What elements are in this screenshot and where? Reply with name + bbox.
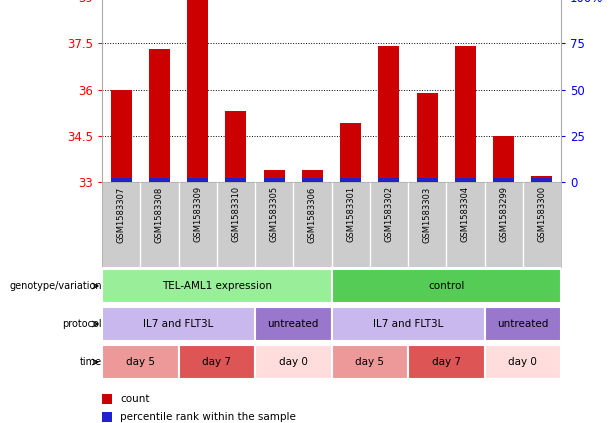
Text: day 0: day 0	[508, 357, 537, 367]
Text: percentile rank within the sample: percentile rank within the sample	[120, 412, 296, 422]
Text: protocol: protocol	[63, 319, 102, 329]
Bar	[378, 47, 400, 182]
Bar	[378, 179, 400, 182]
Bar	[340, 179, 361, 182]
Bar	[408, 345, 484, 379]
Text: GSM1583304: GSM1583304	[461, 186, 470, 242]
Bar	[102, 269, 332, 303]
Text: day 7: day 7	[432, 357, 461, 367]
Text: GSM1583301: GSM1583301	[346, 186, 355, 242]
Text: day 5: day 5	[356, 357, 384, 367]
Bar	[187, 0, 208, 182]
Bar	[332, 269, 561, 303]
Bar	[110, 90, 132, 182]
Text: IL7 and FLT3L: IL7 and FLT3L	[373, 319, 443, 329]
Bar	[332, 307, 484, 341]
Bar	[102, 394, 112, 404]
Bar	[302, 170, 323, 182]
Bar	[226, 111, 246, 182]
Text: GSM1583302: GSM1583302	[384, 186, 394, 242]
Bar	[340, 124, 361, 182]
Bar	[264, 170, 284, 182]
Text: GSM1583305: GSM1583305	[270, 186, 279, 242]
Bar	[455, 47, 476, 182]
Bar	[417, 179, 438, 182]
Bar	[484, 307, 561, 341]
Bar	[102, 307, 255, 341]
Bar	[110, 179, 132, 182]
Bar	[455, 179, 476, 182]
Bar	[264, 179, 284, 182]
Bar	[302, 179, 323, 182]
Text: day 7: day 7	[202, 357, 231, 367]
Bar	[255, 345, 332, 379]
Bar	[493, 136, 514, 182]
Bar	[102, 412, 112, 422]
Text: control: control	[428, 281, 465, 291]
Text: TEL-AML1 expression: TEL-AML1 expression	[162, 281, 272, 291]
Bar	[531, 179, 552, 182]
Text: GSM1583308: GSM1583308	[155, 186, 164, 242]
Text: time: time	[80, 357, 102, 367]
Text: GSM1583303: GSM1583303	[422, 186, 432, 242]
Bar	[332, 345, 408, 379]
Bar	[178, 345, 255, 379]
Bar	[531, 176, 552, 182]
Text: untreated: untreated	[497, 319, 549, 329]
Bar	[102, 345, 178, 379]
Text: GSM1583306: GSM1583306	[308, 186, 317, 242]
Text: GSM1583299: GSM1583299	[499, 186, 508, 242]
Bar	[187, 179, 208, 182]
Bar	[484, 345, 561, 379]
Text: genotype/variation: genotype/variation	[9, 281, 102, 291]
Text: GSM1583309: GSM1583309	[193, 186, 202, 242]
Bar	[149, 49, 170, 182]
Bar	[255, 307, 332, 341]
Text: GSM1583300: GSM1583300	[538, 186, 546, 242]
Text: day 5: day 5	[126, 357, 154, 367]
Bar	[149, 179, 170, 182]
Text: count: count	[120, 394, 150, 404]
Bar	[493, 179, 514, 182]
Bar	[417, 93, 438, 182]
Text: GSM1583310: GSM1583310	[231, 186, 240, 242]
Text: untreated: untreated	[267, 319, 319, 329]
Bar	[226, 179, 246, 182]
Text: day 0: day 0	[279, 357, 308, 367]
Text: IL7 and FLT3L: IL7 and FLT3L	[143, 319, 214, 329]
Text: GSM1583307: GSM1583307	[116, 186, 126, 242]
